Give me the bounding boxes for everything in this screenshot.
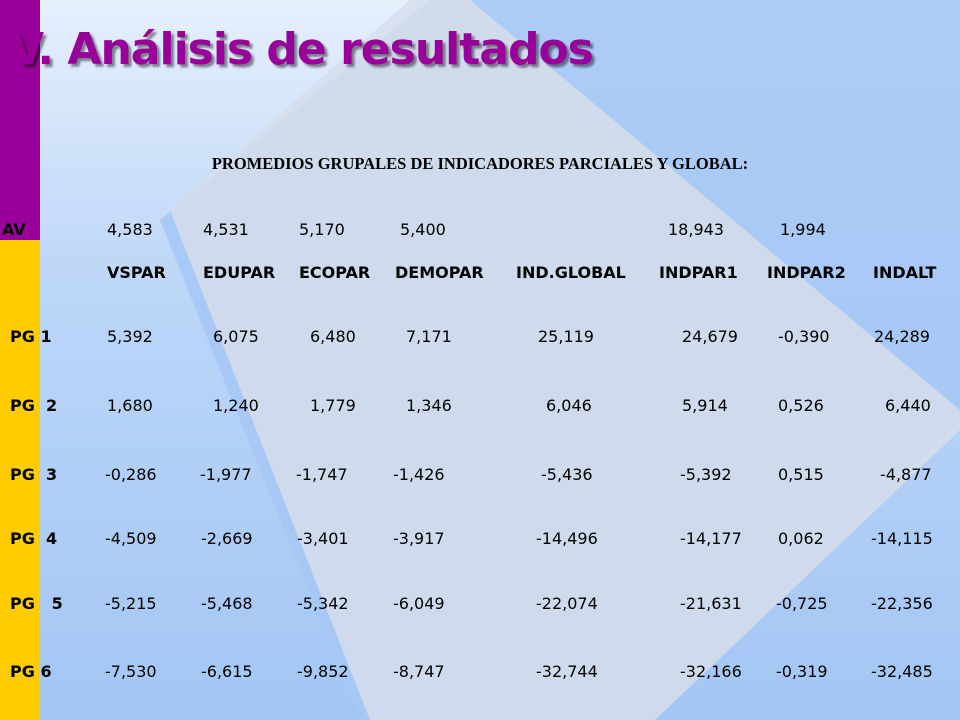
cell-indpar2: 0,526 (778, 396, 824, 415)
cell-indalt: -4,877 (880, 465, 932, 484)
cell-indpar2: 0,515 (778, 465, 824, 484)
header-indalt: INDALT (873, 263, 937, 282)
cell-demopar: -6,049 (393, 594, 445, 613)
av-value-vspar: 4,583 (107, 220, 153, 239)
header-ind-global: IND.GLOBAL (516, 263, 626, 282)
cell-indpar1: -14,177 (680, 529, 742, 548)
cell-ind-global: 6,046 (546, 396, 592, 415)
av-value-ecopar: 5,170 (299, 220, 345, 239)
sidebar-stripe-purple (0, 0, 40, 240)
av-value-indpar2: 1,994 (780, 220, 826, 239)
cell-demopar: 7,171 (406, 327, 452, 346)
cell-indalt: -14,115 (871, 529, 933, 548)
cell-ecopar: 1,779 (310, 396, 356, 415)
cell-vspar: 5,392 (107, 327, 153, 346)
cell-indpar2: -0,390 (778, 327, 830, 346)
cell-vspar: -5,215 (105, 594, 157, 613)
table-row: PG 3 -0,286 -1,977 -1,747 -1,426 -5,436 … (0, 465, 960, 491)
row-label: PG 3 (10, 465, 58, 484)
cell-ecopar: -9,852 (297, 662, 349, 681)
row-label: PG 1 (10, 327, 52, 346)
cell-ecopar: -1,747 (296, 465, 348, 484)
cell-edupar: -2,669 (201, 529, 253, 548)
cell-indalt: 6,440 (885, 396, 931, 415)
cell-indpar2: 0,062 (778, 529, 824, 548)
cell-indpar1: 24,679 (682, 327, 738, 346)
table-subtitle: PROMEDIOS GRUPALES DE INDICADORES PARCIA… (211, 154, 749, 173)
cell-edupar: 6,075 (213, 327, 259, 346)
cell-ind-global: -5,436 (541, 465, 593, 484)
cell-demopar: 1,346 (406, 396, 452, 415)
av-value-demopar: 5,400 (400, 220, 446, 239)
table-row: PG 5 -5,215 -5,468 -5,342 -6,049 -22,074… (0, 594, 960, 620)
cell-indpar1: -5,392 (680, 465, 732, 484)
cell-indpar2: -0,319 (776, 662, 828, 681)
av-value-indpar1: 18,943 (668, 220, 724, 239)
table-row: PG 4 -4,509 -2,669 -3,401 -3,917 -14,496… (0, 529, 960, 555)
cell-vspar: 1,680 (107, 396, 153, 415)
cell-vspar: -0,286 (105, 465, 157, 484)
av-value-edupar: 4,531 (203, 220, 249, 239)
cell-indalt: -22,356 (871, 594, 933, 613)
header-indpar2: INDPAR2 (767, 263, 846, 282)
table-row: PG 1 5,392 6,075 6,480 7,171 25,119 24,6… (0, 327, 960, 353)
table-row: PG 6 -7,530 -6,615 -9,852 -8,747 -32,744… (0, 662, 960, 688)
av-row: AV 4,583 4,531 5,170 5,400 18,943 1,994 (0, 220, 960, 246)
cell-edupar: -6,615 (201, 662, 253, 681)
cell-demopar: -8,747 (393, 662, 445, 681)
header-ecopar: ECOPAR (299, 263, 371, 282)
sidebar-stripe-yellow (0, 240, 40, 720)
row-label: PG 6 (10, 662, 52, 681)
cell-ecopar: -5,342 (297, 594, 349, 613)
cell-indalt: 24,289 (874, 327, 930, 346)
cell-vspar: -7,530 (105, 662, 157, 681)
cell-edupar: -1,977 (200, 465, 252, 484)
table-header-row: VSPAR EDUPAR ECOPAR DEMOPAR IND.GLOBAL I… (0, 263, 960, 289)
row-label: PG 4 (10, 529, 58, 548)
cell-indpar1: -21,631 (680, 594, 742, 613)
cell-indalt: -32,485 (871, 662, 933, 681)
cell-ecopar: -3,401 (297, 529, 349, 548)
cell-demopar: -1,426 (393, 465, 445, 484)
cell-ind-global: -32,744 (536, 662, 598, 681)
cell-ind-global: -22,074 (536, 594, 598, 613)
cell-ind-global: -14,496 (536, 529, 598, 548)
cell-indpar1: 5,914 (682, 396, 728, 415)
av-label: AV (2, 220, 26, 239)
cell-ind-global: 25,119 (538, 327, 594, 346)
row-label: PG 2 (10, 396, 58, 415)
page-title: V. Análisis de resultados (10, 24, 594, 75)
header-edupar: EDUPAR (203, 263, 276, 282)
cell-indpar1: -32,166 (680, 662, 742, 681)
header-indpar1: INDPAR1 (659, 263, 738, 282)
cell-edupar: 1,240 (213, 396, 259, 415)
cell-indpar2: -0,725 (776, 594, 828, 613)
header-vspar: VSPAR (107, 263, 166, 282)
header-demopar: DEMOPAR (395, 263, 484, 282)
table-row: PG 2 1,680 1,240 1,779 1,346 6,046 5,914… (0, 396, 960, 422)
cell-ecopar: 6,480 (310, 327, 356, 346)
row-label: PG 5 (10, 594, 63, 613)
cell-demopar: -3,917 (393, 529, 445, 548)
cell-edupar: -5,468 (201, 594, 253, 613)
cell-vspar: -4,509 (105, 529, 157, 548)
